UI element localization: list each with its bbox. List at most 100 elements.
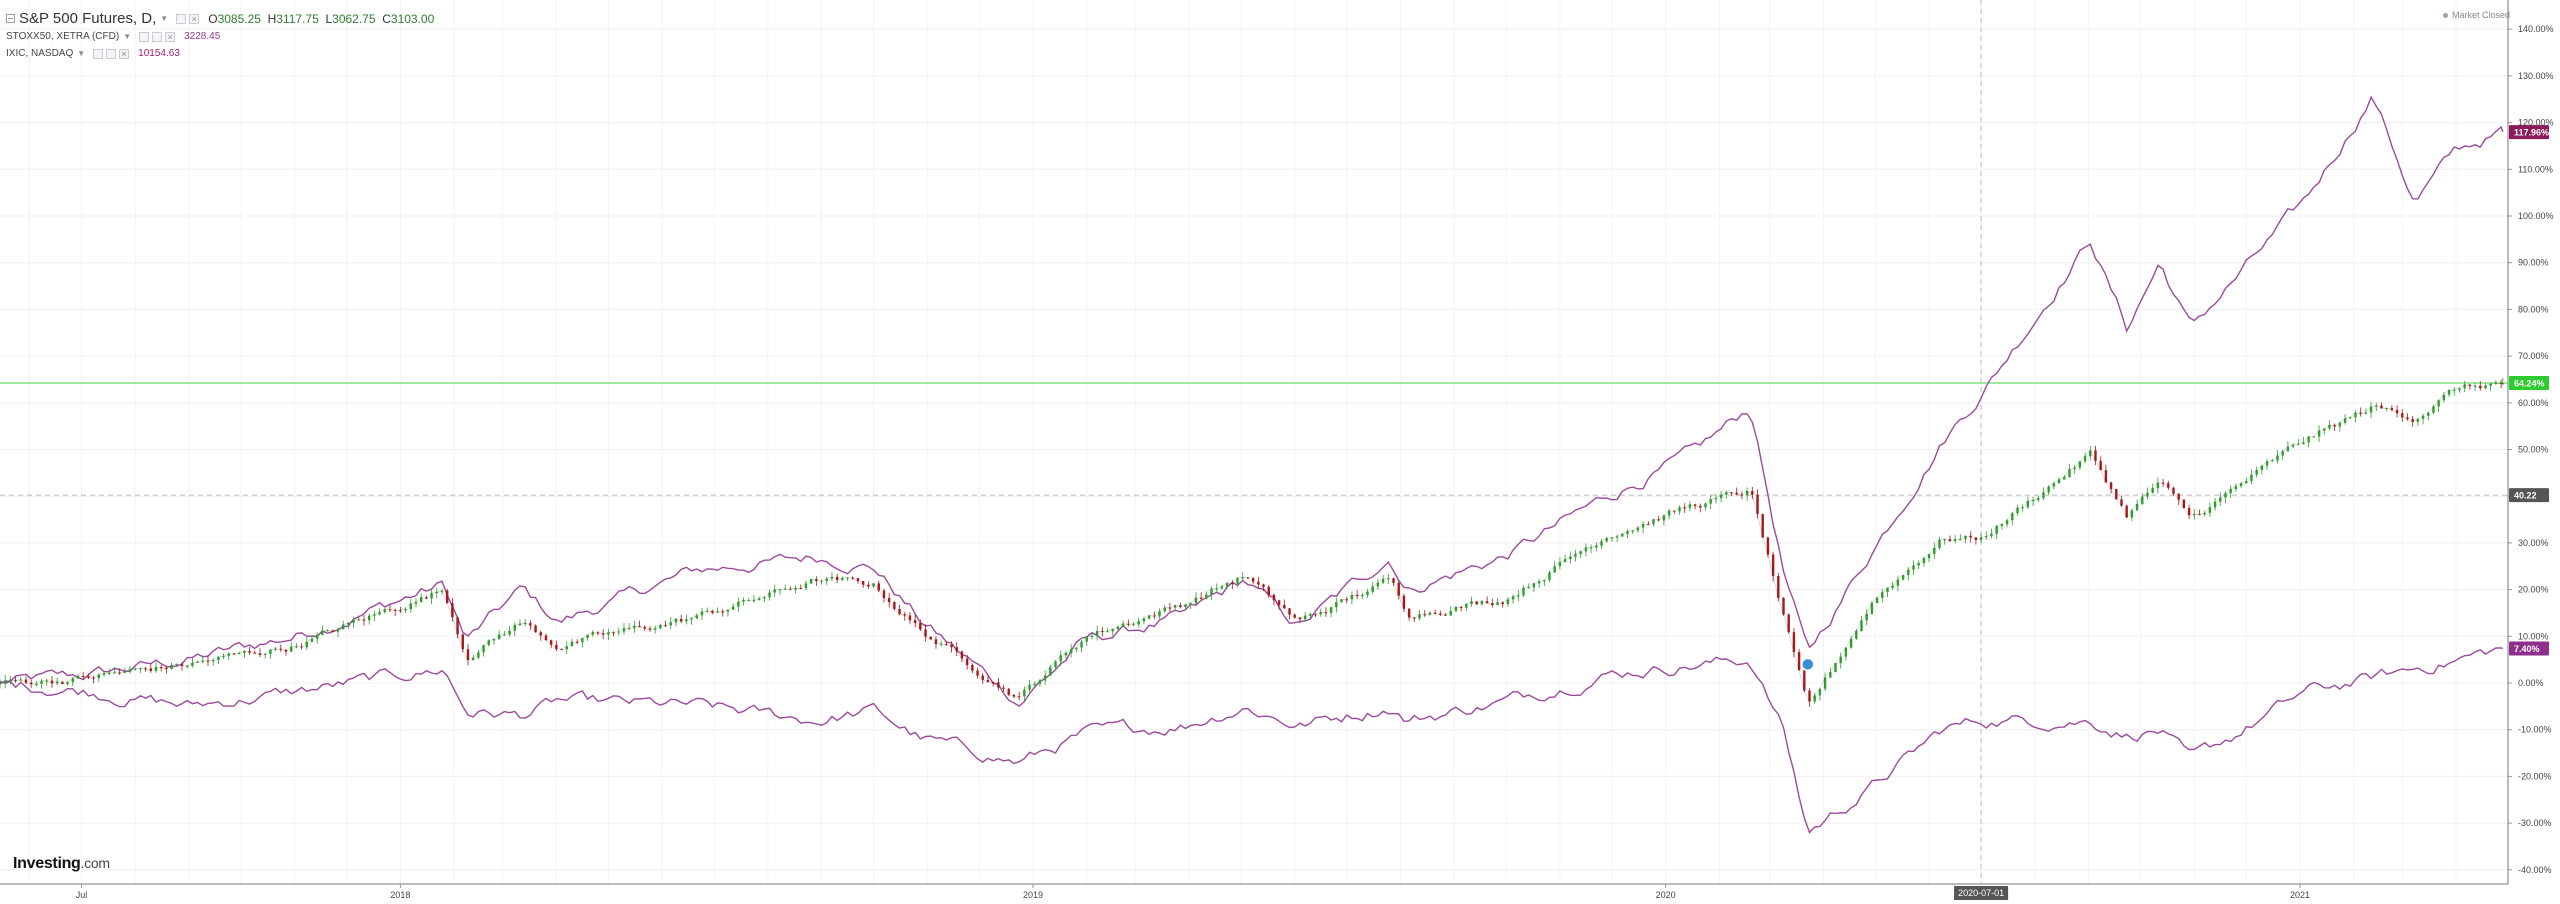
candle-body xyxy=(1106,631,1109,633)
candle-body xyxy=(128,669,132,672)
candle-body xyxy=(1267,586,1270,595)
candle-body xyxy=(2141,496,2144,505)
candle-body xyxy=(1454,607,1458,612)
candle xyxy=(87,673,90,680)
candle xyxy=(211,658,215,666)
candle-body xyxy=(2385,408,2388,410)
candle-body xyxy=(1173,605,1177,608)
settings-button[interactable] xyxy=(176,13,187,24)
candle xyxy=(1376,578,1380,590)
candle-body xyxy=(1662,515,1666,521)
candle-body xyxy=(997,682,1000,688)
candle-body xyxy=(1127,623,1130,625)
candle xyxy=(986,675,990,683)
remove-button[interactable] xyxy=(119,48,130,59)
candle xyxy=(1085,636,1088,647)
candle xyxy=(388,604,392,613)
candle xyxy=(2234,483,2238,492)
remove-button[interactable] xyxy=(165,31,176,42)
candle xyxy=(2427,411,2430,421)
candle xyxy=(378,608,381,616)
chevron-down-icon[interactable]: ▼ xyxy=(123,32,132,41)
candle xyxy=(133,667,137,671)
candle xyxy=(1735,487,1738,496)
main-symbol-label[interactable]: S&P 500 Futures, D, xyxy=(19,10,157,27)
candle-body xyxy=(347,622,350,625)
collapse-icon[interactable] xyxy=(6,14,15,23)
candle-body xyxy=(586,634,589,639)
chevron-down-icon[interactable]: ▼ xyxy=(160,14,169,23)
candle-body xyxy=(2255,470,2258,475)
candle-body xyxy=(518,623,522,626)
candle xyxy=(1563,554,1567,563)
candle-body xyxy=(321,630,324,635)
candle-body xyxy=(1199,597,1203,599)
candle-body xyxy=(1652,519,1655,525)
candle xyxy=(991,681,995,687)
candle-body xyxy=(1771,554,1775,577)
candle xyxy=(2479,381,2482,391)
candle-body xyxy=(763,597,766,599)
candle-body xyxy=(61,681,64,684)
candle-body xyxy=(1189,603,1192,605)
candle-body xyxy=(648,628,652,630)
candle xyxy=(945,640,948,647)
candle-body xyxy=(19,679,22,681)
candle-body xyxy=(2219,497,2222,502)
candle xyxy=(0,678,2,689)
candle xyxy=(2411,415,2414,427)
remove-button[interactable] xyxy=(189,13,200,24)
candle-body xyxy=(1714,498,1718,500)
settings-button[interactable] xyxy=(106,48,117,59)
candle xyxy=(237,651,241,655)
candle xyxy=(711,610,714,615)
candle-body xyxy=(1496,602,1499,606)
candle xyxy=(425,595,428,600)
visibility-button[interactable] xyxy=(93,48,104,59)
candle xyxy=(1771,551,1775,582)
candle xyxy=(1293,613,1296,619)
candle xyxy=(2182,499,2186,509)
candle-body xyxy=(825,578,828,581)
candle-body xyxy=(274,648,277,650)
candle xyxy=(2401,409,2404,422)
candle-body xyxy=(757,598,761,601)
candle xyxy=(66,681,69,686)
candle-body xyxy=(2463,384,2466,389)
candle-body xyxy=(1813,695,1816,702)
candle-body xyxy=(726,609,730,612)
candle xyxy=(1017,691,1021,701)
badge-sp500-label: 64.24% xyxy=(2514,378,2545,388)
candle-body xyxy=(742,600,745,602)
visibility-button[interactable] xyxy=(139,31,150,42)
candle xyxy=(1272,593,1276,606)
candle-body xyxy=(430,593,433,599)
candle-body xyxy=(1319,612,1322,615)
candle-body xyxy=(1225,583,1229,587)
candle-body xyxy=(1137,621,1140,625)
candle-body xyxy=(3,680,7,684)
compare-symbol-stoxx[interactable]: STOXX50, XETRA (CFD) xyxy=(6,31,120,42)
candle-body xyxy=(1257,581,1260,585)
compare-symbol-nasdaq[interactable]: IXIC, NASDAQ xyxy=(6,48,74,59)
candle xyxy=(1215,583,1218,593)
candle xyxy=(1023,686,1026,701)
candle xyxy=(1267,584,1270,598)
candle xyxy=(841,576,844,581)
candle-body xyxy=(560,649,563,651)
candle xyxy=(768,589,771,601)
y-tick-label: 90.00% xyxy=(2518,258,2549,268)
candle xyxy=(783,584,787,590)
badge-crosshair-y: 40.22 xyxy=(2509,488,2549,503)
candle xyxy=(2333,423,2336,431)
settings-button[interactable] xyxy=(152,31,163,42)
series-line-nasdaq xyxy=(0,95,2504,707)
chevron-down-icon[interactable]: ▼ xyxy=(77,49,86,58)
candle xyxy=(45,678,48,686)
candle-body xyxy=(1756,494,1759,515)
candle-body xyxy=(2250,474,2253,482)
candle xyxy=(1173,604,1177,612)
candle-body xyxy=(144,668,147,670)
candle-body xyxy=(1501,602,1504,605)
